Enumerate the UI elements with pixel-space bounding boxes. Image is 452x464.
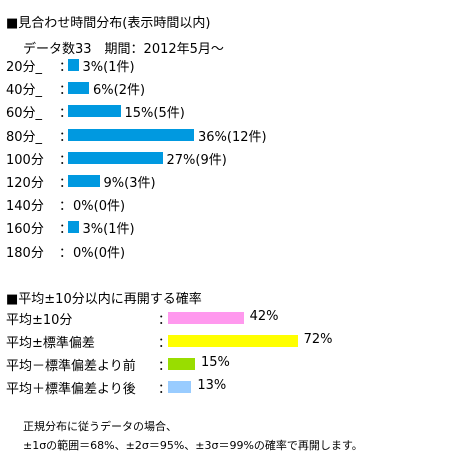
bar-value-label: 3%(1件) <box>82 222 135 238</box>
bar-value-label: 6%(2件) <box>93 83 146 99</box>
bar <box>68 128 194 141</box>
category-label: 100分 <box>6 152 44 168</box>
bar <box>68 221 79 234</box>
category-label: 80分_ <box>6 129 43 145</box>
category-colon: ： <box>158 313 172 328</box>
probability-title: ■平均±10分以内に再開する確率 <box>6 292 202 307</box>
bar <box>68 105 121 118</box>
bar <box>68 175 100 187</box>
category-colon: ： <box>59 199 73 215</box>
bar-value-label: 27%(9件) <box>166 152 227 168</box>
bar <box>168 358 195 370</box>
bar-value-label: 72% <box>303 332 333 347</box>
category-label: 平均±10分 <box>6 313 73 328</box>
category-colon: ： <box>158 382 172 397</box>
category-colon: ： <box>59 245 73 261</box>
bar <box>68 151 163 164</box>
category-label: 平均±標準偏差 <box>6 336 95 351</box>
category-label: 180分 <box>6 245 44 261</box>
bar <box>68 82 89 95</box>
bar-value-label: 15% <box>201 355 230 370</box>
bar-value-label: 0%(0件) <box>73 245 126 261</box>
category-colon: ： <box>158 336 172 351</box>
bar-value-label: 3%(1件) <box>82 60 135 75</box>
distribution-meta: データ数33 期間：2012年5月～ <box>23 42 224 57</box>
bar-value-label: 15%(5件) <box>124 106 185 122</box>
category-label: 40分_ <box>6 83 43 99</box>
bar <box>168 312 244 324</box>
bar-value-label: 0%(0件) <box>73 199 126 215</box>
bar-value-label: 13% <box>197 378 227 393</box>
bar-value-label: 9%(3件) <box>103 176 156 191</box>
note-line-2: ±1σの範囲＝68%、±2σ＝95%、±3σ＝99%の確率で再開します。 <box>23 439 363 452</box>
distribution-title: ■見合わせ時間分布(表示時間以内) <box>6 16 211 31</box>
category-label: 平均＋標準偏差より後 <box>6 382 136 397</box>
category-label: 160分 <box>6 222 44 238</box>
category-label: 平均－標準偏差より前 <box>6 359 136 374</box>
category-label: 20分_ <box>6 60 43 75</box>
category-label: 120分 <box>6 176 44 191</box>
category-label: 60分_ <box>6 106 43 122</box>
bar <box>68 59 79 71</box>
bar <box>168 381 192 393</box>
category-label: 140分 <box>6 199 44 215</box>
bar-value-label: 36%(12件) <box>198 129 267 145</box>
note-line-1: 正規分布に従うデータの場合、 <box>23 420 177 433</box>
bar-value-label: 42% <box>249 309 279 324</box>
bar <box>168 335 298 347</box>
category-colon: ： <box>158 359 172 374</box>
